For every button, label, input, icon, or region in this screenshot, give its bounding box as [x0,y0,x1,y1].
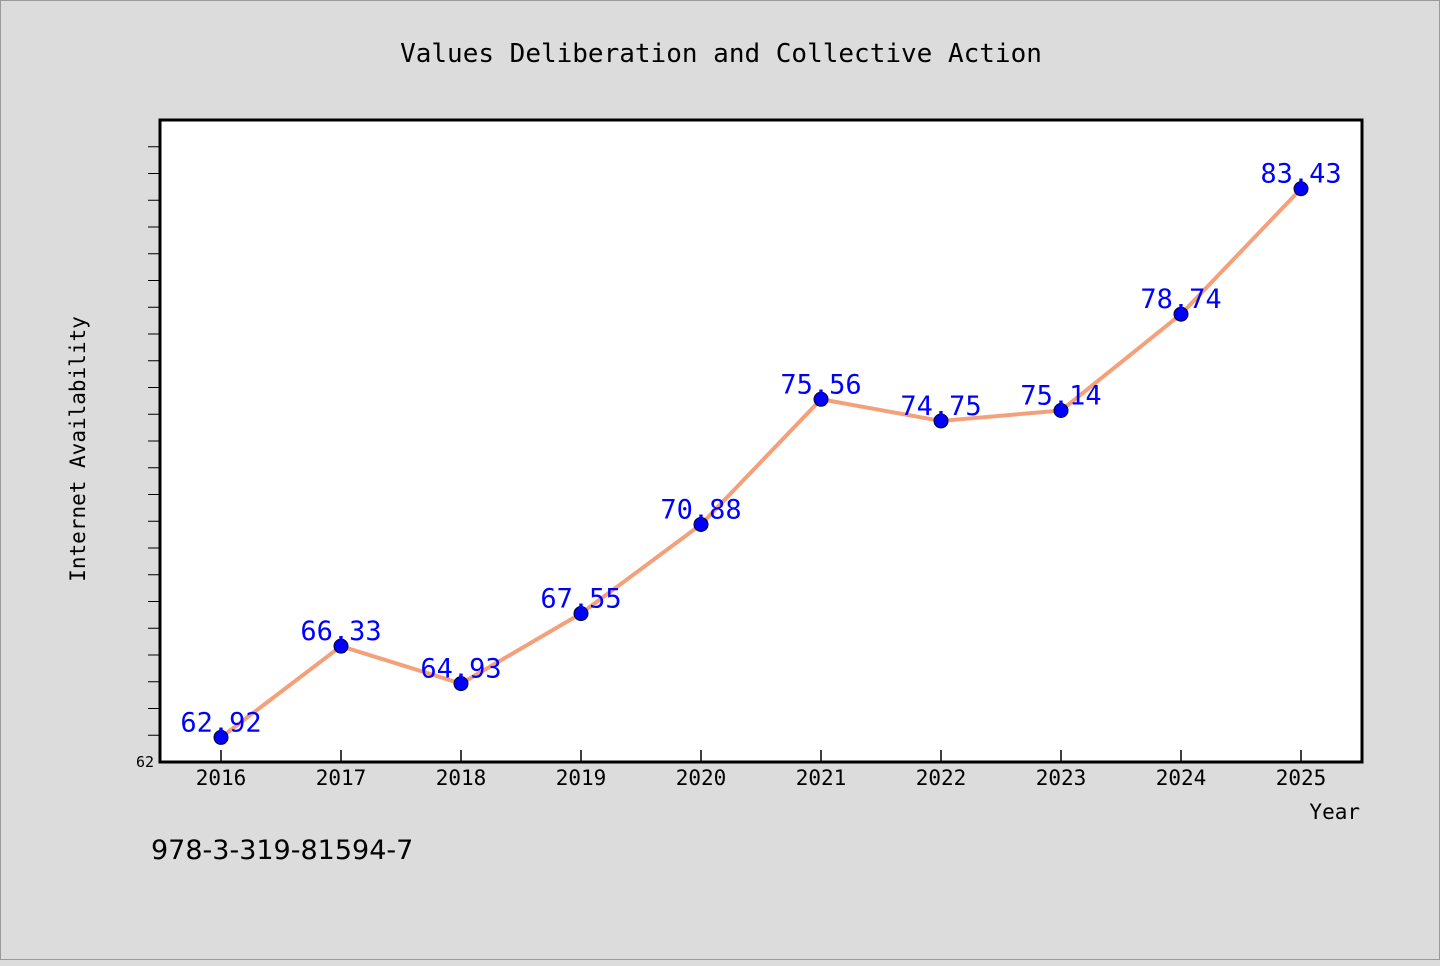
data-point [1293,181,1309,197]
x-tick-label: 2018 [436,766,487,790]
y-axis-ticks: 62 [136,146,160,771]
x-tick-label: 2016 [196,766,247,790]
series-line [219,187,1303,739]
x-tick-label: 2022 [916,766,967,790]
data-label: 70.88 [660,494,741,525]
x-tick-label: 2019 [556,766,607,790]
x-axis-ticks: 2016 2017 2018 2019 2020 2021 2022 2023 2024 2025 [196,750,1327,790]
data-label: 67.55 [540,584,621,615]
data-label: 74.75 [900,391,981,422]
data-label: 75.56 [780,369,861,400]
x-tick-label: 2025 [1276,766,1327,790]
data-point [1173,306,1189,322]
data-label: 62.92 [180,707,261,738]
data-label: 75.14 [1020,381,1101,412]
x-tick-label: 2020 [676,766,727,790]
data-point [573,606,589,622]
x-axis-label: Year [1309,800,1360,824]
data-label: 83.43 [1260,159,1341,190]
plot-area [158,118,1364,764]
chart-title: Values Deliberation and Collective Actio… [400,39,1042,69]
x-tick-label: 2021 [796,766,847,790]
data-point [1053,403,1069,419]
series-group: 62.92 66.33 64.93 67.55 70.88 75.56 74.75 75.14… [180,159,1342,745]
y-axis-label: Internet Availability [66,316,90,582]
x-tick-label: 2023 [1036,766,1087,790]
data-point [213,729,229,745]
data-point [453,676,469,692]
x-tick-label: 2017 [316,766,367,790]
isbn-text: 978-3-319-81594-7 [151,835,414,866]
data-point [813,391,829,407]
x-tick-label: 2024 [1156,766,1207,790]
data-point [933,413,949,429]
data-label: 66.33 [300,616,381,647]
data-label: 64.93 [420,654,501,685]
data-point [693,516,709,532]
data-point [333,638,349,654]
data-label: 78.74 [1140,284,1221,315]
y-tick-label: 62 [136,753,154,771]
